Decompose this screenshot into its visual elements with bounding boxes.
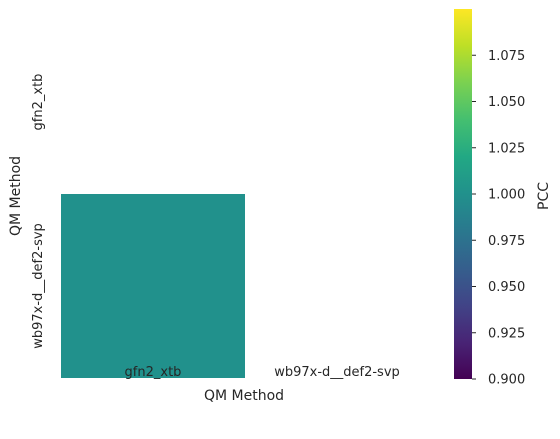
heatmap-cells (61, 194, 245, 378)
x-tick-label: gfn2_xtb (125, 365, 182, 380)
y-axis-label: QM Method (8, 156, 24, 236)
x-tick-labels: gfn2_xtb wb97x-d__def2-svp (125, 365, 400, 380)
colorbar-tick-label: 1.000 (488, 188, 525, 203)
x-tick-label: wb97x-d__def2-svp (274, 365, 400, 380)
colorbar-tick-label: 0.900 (488, 373, 525, 388)
colorbar-label: PCC (536, 182, 552, 210)
colorbar-tick-label: 0.925 (488, 326, 525, 341)
y-tick-label: gfn2_xtb (31, 74, 46, 131)
colorbar (454, 9, 472, 379)
colorbar-ticks: 0.900 0.925 0.950 0.975 1.000 1.025 1.050 1.075 (472, 49, 525, 388)
colorbar-tick-label: 0.975 (488, 234, 525, 249)
heatmap-cell (61, 194, 245, 378)
colorbar-tick-label: 1.075 (488, 49, 525, 64)
colorbar-tick-label: 1.050 (488, 95, 525, 110)
colorbar-tick-label: 1.025 (488, 141, 525, 156)
x-axis-label: QM Method (204, 388, 284, 404)
y-tick-labels: gfn2_xtb wb97x-d__def2-svp (31, 74, 46, 349)
colorbar-tick-label: 0.950 (488, 280, 525, 295)
y-tick-label: wb97x-d__def2-svp (31, 223, 46, 349)
